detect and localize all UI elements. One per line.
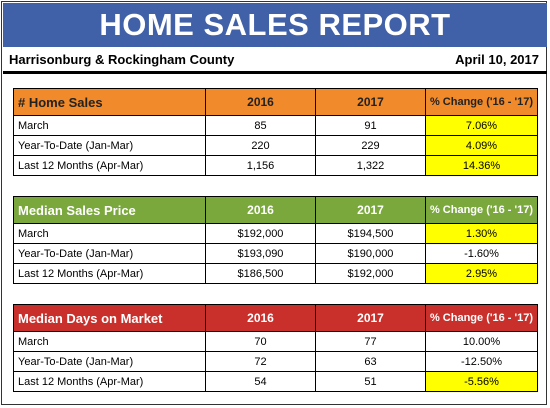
percent-change: -1.60% — [425, 243, 538, 264]
column-header-2017: 2017 — [315, 88, 426, 116]
table-row: March 85 91 7.06% — [13, 115, 538, 136]
value-2017: 77 — [315, 331, 426, 352]
row-label: March — [13, 331, 206, 352]
median-sales-price-table: Median Sales Price 2016 2017 % Change ('… — [13, 196, 538, 284]
table-row: March $192,000 $194,500 1.30% — [13, 223, 538, 244]
value-2017: 51 — [315, 371, 426, 392]
percent-change: 14.36% — [425, 155, 538, 176]
value-2017: 1,322 — [315, 155, 426, 176]
table-header-row: Median Days on Market 2016 2017 % Change… — [13, 304, 538, 332]
column-header-2016: 2016 — [205, 196, 316, 224]
value-2017: 63 — [315, 351, 426, 372]
value-2016: 220 — [205, 135, 316, 156]
column-header-2016: 2016 — [205, 88, 316, 116]
table-row: Year-To-Date (Jan-Mar) 220 229 4.09% — [13, 135, 538, 156]
table-row: March 70 77 10.00% — [13, 331, 538, 352]
percent-change: -12.50% — [425, 351, 538, 372]
value-2016: 72 — [205, 351, 316, 372]
row-label: March — [13, 115, 206, 136]
value-2016: 54 — [205, 371, 316, 392]
column-header-2017: 2017 — [315, 196, 426, 224]
table-row: Year-To-Date (Jan-Mar) $193,090 $190,000… — [13, 243, 538, 264]
table-header-row: Median Sales Price 2016 2017 % Change ('… — [13, 196, 538, 224]
location-label: Harrisonburg & Rockingham County — [9, 52, 235, 67]
table-title: # Home Sales — [13, 88, 206, 116]
column-header-change: % Change ('16 - '17) — [425, 88, 538, 116]
report-date: April 10, 2017 — [455, 52, 539, 67]
row-label: March — [13, 223, 206, 244]
table-row: Last 12 Months (Apr-Mar) $186,500 $192,0… — [13, 263, 538, 284]
row-label: Last 12 Months (Apr-Mar) — [13, 371, 206, 392]
table-title: Median Sales Price — [13, 196, 206, 224]
report-title: HOME SALES REPORT — [3, 3, 547, 47]
column-header-2017: 2017 — [315, 304, 426, 332]
table-title: Median Days on Market — [13, 304, 206, 332]
value-2016: $193,090 — [205, 243, 316, 264]
row-label: Last 12 Months (Apr-Mar) — [13, 263, 206, 284]
value-2017: $194,500 — [315, 223, 426, 244]
row-label: Year-To-Date (Jan-Mar) — [13, 135, 206, 156]
row-label: Year-To-Date (Jan-Mar) — [13, 243, 206, 264]
percent-change: -5.56% — [425, 371, 538, 392]
table-row: Last 12 Months (Apr-Mar) 1,156 1,322 14.… — [13, 155, 538, 176]
value-2016: $186,500 — [205, 263, 316, 284]
home-sales-table: # Home Sales 2016 2017 % Change ('16 - '… — [13, 88, 538, 176]
value-2017: $190,000 — [315, 243, 426, 264]
percent-change: 4.09% — [425, 135, 538, 156]
value-2016: 1,156 — [205, 155, 316, 176]
percent-change: 2.95% — [425, 263, 538, 284]
row-label: Year-To-Date (Jan-Mar) — [13, 351, 206, 372]
report-subheader: Harrisonburg & Rockingham County April 1… — [3, 48, 547, 74]
value-2017: $192,000 — [315, 263, 426, 284]
column-header-change: % Change ('16 - '17) — [425, 304, 538, 332]
value-2016: 70 — [205, 331, 316, 352]
table-header-row: # Home Sales 2016 2017 % Change ('16 - '… — [13, 88, 538, 116]
percent-change: 7.06% — [425, 115, 538, 136]
column-header-2016: 2016 — [205, 304, 316, 332]
percent-change: 10.00% — [425, 331, 538, 352]
table-row: Year-To-Date (Jan-Mar) 72 63 -12.50% — [13, 351, 538, 372]
value-2017: 229 — [315, 135, 426, 156]
column-header-change: % Change ('16 - '17) — [425, 196, 538, 224]
percent-change: 1.30% — [425, 223, 538, 244]
value-2017: 91 — [315, 115, 426, 136]
median-days-on-market-table: Median Days on Market 2016 2017 % Change… — [13, 304, 538, 392]
value-2016: 85 — [205, 115, 316, 136]
table-row: Last 12 Months (Apr-Mar) 54 51 -5.56% — [13, 371, 538, 392]
row-label: Last 12 Months (Apr-Mar) — [13, 155, 206, 176]
value-2016: $192,000 — [205, 223, 316, 244]
